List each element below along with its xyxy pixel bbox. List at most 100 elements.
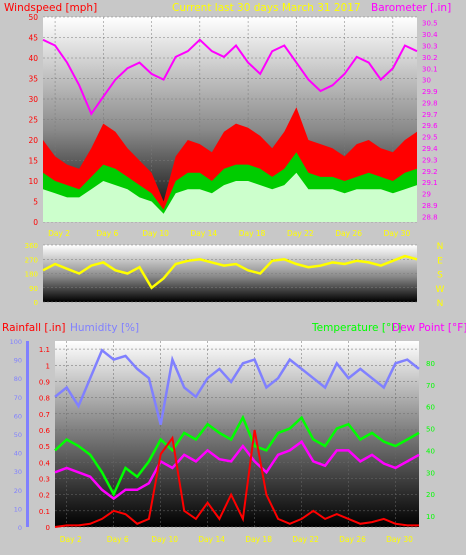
temperature-y-tick-label: 20: [426, 491, 435, 499]
humidity-y-tick-label: 60: [14, 412, 22, 420]
wind-x-tick-label: Day 26: [335, 229, 362, 238]
rain-x-tick-label: Day 26: [339, 535, 366, 544]
humidity-y-tick-label: 20: [14, 487, 22, 495]
humidity-y-tick-label: 40: [14, 450, 22, 458]
compass-label: E: [437, 256, 443, 266]
wind-y-tick-label: 5: [33, 198, 38, 207]
humidity-y-tick-label: 100: [10, 338, 22, 346]
wind-y-tick-label: 15: [28, 157, 38, 166]
barometer-y-tick-label: 29.9: [422, 88, 438, 96]
wind-y-tick-label: 25: [28, 116, 38, 125]
direction-y-tick-label: 0: [34, 299, 38, 307]
rainfall-y-tick-label: 0.2: [39, 492, 50, 500]
barometer-y-tick-label: 30.5: [422, 20, 438, 28]
direction-y-tick-label: 90: [29, 285, 38, 293]
rainfall-y-tick-label: 1: [46, 362, 50, 370]
rainfall-y-tick-label: 0.4: [39, 459, 51, 467]
rainfall-y-tick-label: 0: [46, 524, 50, 532]
wind-x-tick-label: Day 6: [96, 229, 118, 238]
compass-label: N: [437, 242, 444, 252]
humidity-axis-bar: [26, 341, 29, 527]
wind-y-tick-label: 40: [28, 54, 38, 63]
rainfall-y-tick-label: 0.5: [39, 443, 50, 451]
direction-y-tick-label: 180: [25, 271, 38, 279]
wind-x-tick-label: Day 14: [190, 229, 217, 238]
wind-x-tick-label: Day 2: [48, 229, 70, 238]
direction-series-layer: [42, 254, 418, 290]
barometer-y-tick-label: 29.8: [422, 99, 438, 107]
rainfall-line: [54, 429, 419, 528]
wind-axis-title: Windspeed [mph]: [4, 2, 97, 14]
rain-x-tick-label: Day 2: [60, 535, 82, 544]
rainfall-y-tick-label: 0.8: [39, 395, 50, 403]
wind-y-tick-label: 20: [28, 136, 38, 145]
humidity-y-tick-label: 0: [18, 524, 22, 532]
direction-line: [42, 254, 418, 290]
barometer-y-tick-label: 29.4: [422, 145, 438, 153]
barometer-y-tick-label: 30.2: [422, 54, 438, 62]
rain-x-tick-label: Day 14: [198, 535, 225, 544]
temperature-y-tick-label: 80: [426, 360, 435, 368]
rainfall-y-tick-label: 0.1: [39, 508, 50, 516]
humidity-y-tick-label: 70: [14, 394, 22, 402]
humidity-y-tick-label: 30: [14, 468, 22, 476]
barometer-line: [42, 38, 418, 116]
barometer-y-tick-label: 28.8: [422, 213, 438, 221]
direction-y-tick-label: 360: [25, 242, 38, 250]
wind-series-layer: [42, 38, 418, 222]
temperature-y-tick-label: 40: [426, 447, 435, 455]
temperature-y-tick-label: 60: [426, 404, 435, 412]
compass-label: W: [436, 285, 445, 295]
wind-y-tick-label: 30: [28, 95, 38, 104]
rainfall-y-tick-label: 0.7: [39, 411, 50, 419]
wind-y-tick-label: 45: [28, 34, 38, 43]
temperature-axis-title: Temperature [°F]: [311, 322, 401, 334]
wind-y-tick-label: 0: [33, 218, 38, 227]
rain-x-tick-label: Day 22: [292, 535, 319, 544]
wind-x-tick-label: Day 30: [383, 229, 410, 238]
rainfall-y-tick-label: 0.3: [39, 475, 50, 483]
temperature-y-tick-label: 70: [426, 382, 435, 390]
humidity-axis-title: Humidity [%]: [70, 322, 139, 334]
wind-y-tick-label: 35: [28, 75, 38, 84]
barometer-y-tick-label: 29.3: [422, 156, 438, 164]
rain-x-tick-label: Day 10: [151, 535, 178, 544]
humidity-y-tick-label: 10: [14, 505, 22, 513]
barometer-y-tick-label: 29.6: [422, 122, 438, 130]
temperature-y-tick-label: 10: [426, 513, 435, 521]
dewpoint-axis-title: Dew Point [°F]: [392, 322, 466, 334]
wind-y-tick-label: 10: [28, 177, 38, 186]
temperature-line: [54, 414, 420, 498]
barometer-y-tick-label: 29: [422, 191, 431, 199]
temperature-y-tick-label: 50: [426, 426, 435, 434]
wind-x-tick-label: Day 18: [239, 229, 266, 238]
chart-title: Current last 30 days March 31 2017: [172, 2, 361, 14]
rain-series-layer: [54, 348, 420, 528]
humidity-y-tick-label: 80: [14, 375, 22, 383]
barometer-y-tick-label: 29.2: [422, 168, 438, 176]
barometer-y-tick-label: 30.1: [422, 65, 438, 73]
rainfall-y-tick-label: 1.1: [39, 346, 50, 354]
barometer-y-tick-label: 30: [422, 77, 431, 85]
direction-plot-area: [43, 245, 417, 302]
rainfall-axis-title: Rainfall [.in]: [2, 322, 65, 334]
rainfall-y-tick-label: 0.9: [39, 378, 50, 386]
rain-plot-area: [55, 341, 419, 527]
dewpoint-line: [54, 439, 420, 501]
compass-label: S: [437, 271, 443, 281]
barometer-y-tick-label: 29.7: [422, 111, 438, 119]
grid-lines: [43, 16, 419, 528]
temperature-y-tick-label: 30: [426, 469, 435, 477]
rain-x-tick-label: Day 6: [107, 535, 129, 544]
wind-y-tick-label: 50: [28, 13, 38, 22]
barometer-y-tick-label: 28.9: [422, 202, 438, 210]
average-wind-area: [43, 172, 417, 222]
wind-x-tick-label: Day 10: [142, 229, 169, 238]
axis-labels-layer: 0510152025303540455028.828.92929.129.229…: [10, 13, 445, 544]
direction-y-tick-label: 270: [25, 256, 38, 264]
barometer-axis-title: Barometer [.in]: [371, 2, 451, 14]
rain-x-tick-label: Day 30: [386, 535, 413, 544]
rainfall-y-tick-label: 0.6: [39, 427, 51, 435]
humidity-y-tick-label: 50: [14, 431, 22, 439]
